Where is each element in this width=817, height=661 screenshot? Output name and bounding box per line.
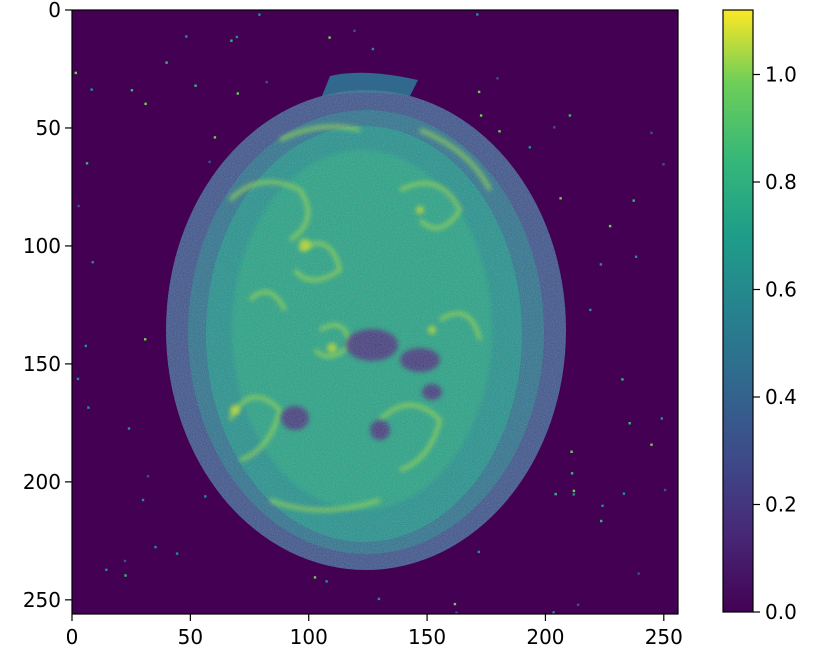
noise-speck [91,261,94,264]
noise-speck [328,36,331,39]
noise-speck [105,568,108,571]
colorbar-tick-label: 0.2 [765,493,797,517]
heatmap-image [72,10,678,614]
noise-speck [146,475,150,478]
noise-speck [650,443,653,446]
noise-speck [662,163,665,166]
noise-speck [572,493,575,496]
noise-speck [477,550,480,554]
noise-speck [230,39,233,42]
noise-speck [559,197,562,200]
y-tick-label: 0 [48,0,61,22]
noise-speck [479,114,483,117]
colorbar-tick-label: 0.6 [765,278,797,302]
y-tick-label: 50 [36,116,61,140]
colorbar-tick-label: 0.4 [765,385,797,409]
noise-speck [258,13,261,16]
colorbar-tick-label: 0.8 [765,170,797,194]
noise-speck [634,255,638,258]
noise-speck [453,602,457,606]
x-tick-label: 100 [290,625,328,649]
noise-speck [175,552,179,555]
noise-speck [204,495,207,498]
noise-speck [87,406,90,409]
noise-speck [313,576,317,579]
x-tick-label: 250 [645,625,683,649]
noise-speck [572,489,576,493]
noise-speck [621,378,624,381]
y-axis: 0 50 100 150 200 250 [23,0,72,612]
noise-speck [528,146,531,149]
noise-speck [498,130,501,133]
noise-speck [660,417,663,420]
noise-speck [663,488,667,492]
x-tick-label: 0 [66,625,79,649]
y-tick-label: 100 [23,234,61,258]
noise-speck [265,80,268,84]
noise-speck [194,84,197,87]
noise-speck [632,199,635,202]
y-tick-label: 250 [23,588,61,612]
noise-speck [77,204,80,208]
colorbar [722,9,754,613]
noise-speck [576,603,580,606]
x-tick-label: 150 [408,625,446,649]
noise-speck [185,35,188,38]
noise-speck [154,545,157,549]
noise-speck [74,71,77,75]
noise-speck [76,377,80,381]
noise-speck [236,92,239,95]
noise-speck [235,35,239,39]
colorbar-tick-label: 0.0 [765,600,797,624]
noise-speck [130,89,134,92]
noise-speck [599,263,603,266]
noise-speck [570,472,574,475]
noise-speck [601,504,604,507]
noise-speck [90,88,93,91]
noise-speck [552,611,555,614]
noise-speck [85,162,89,165]
noise-speck [600,519,603,523]
noise-speck [637,572,640,575]
noise-speck [553,126,556,129]
noise-speck [570,450,573,453]
head-top-cap [322,72,418,96]
noise-speck [165,61,168,64]
noise-speck [628,422,631,425]
noise-speck [353,29,356,32]
noise-speck [377,597,381,601]
noise-speck [84,344,87,348]
noise-speck [144,102,147,105]
noise-speck [455,611,458,614]
noise-speck [650,131,653,135]
x-tick-label: 50 [178,625,203,649]
noise-speck [127,427,131,430]
noise-speck [477,90,481,94]
noise-speck [496,77,499,80]
colorbar-tick-label: 1.0 [765,63,797,87]
noise-speck [213,136,217,139]
noise-speck [144,338,147,341]
noise-speck [325,580,328,583]
x-axis: 0 50 100 150 200 250 [66,614,683,649]
noise-speck [123,559,127,563]
noise-speck [622,492,626,495]
colorbar-axis: 0.0 0.2 0.4 0.6 0.8 1.0 [753,63,797,624]
background-specks [74,13,667,614]
tissue-texture [166,90,566,570]
plot-frame [71,9,679,615]
noise-speck [554,492,557,496]
y-tick-label: 200 [23,470,61,494]
noise-speck [476,13,479,16]
noise-speck [608,224,612,228]
noise-speck [589,308,592,312]
x-tick-label: 200 [526,625,564,649]
noise-speck [371,47,375,51]
noise-speck [124,574,127,577]
noise-speck [141,498,145,502]
noise-speck [208,160,211,164]
noise-speck [568,114,572,117]
y-tick-label: 150 [23,352,61,376]
